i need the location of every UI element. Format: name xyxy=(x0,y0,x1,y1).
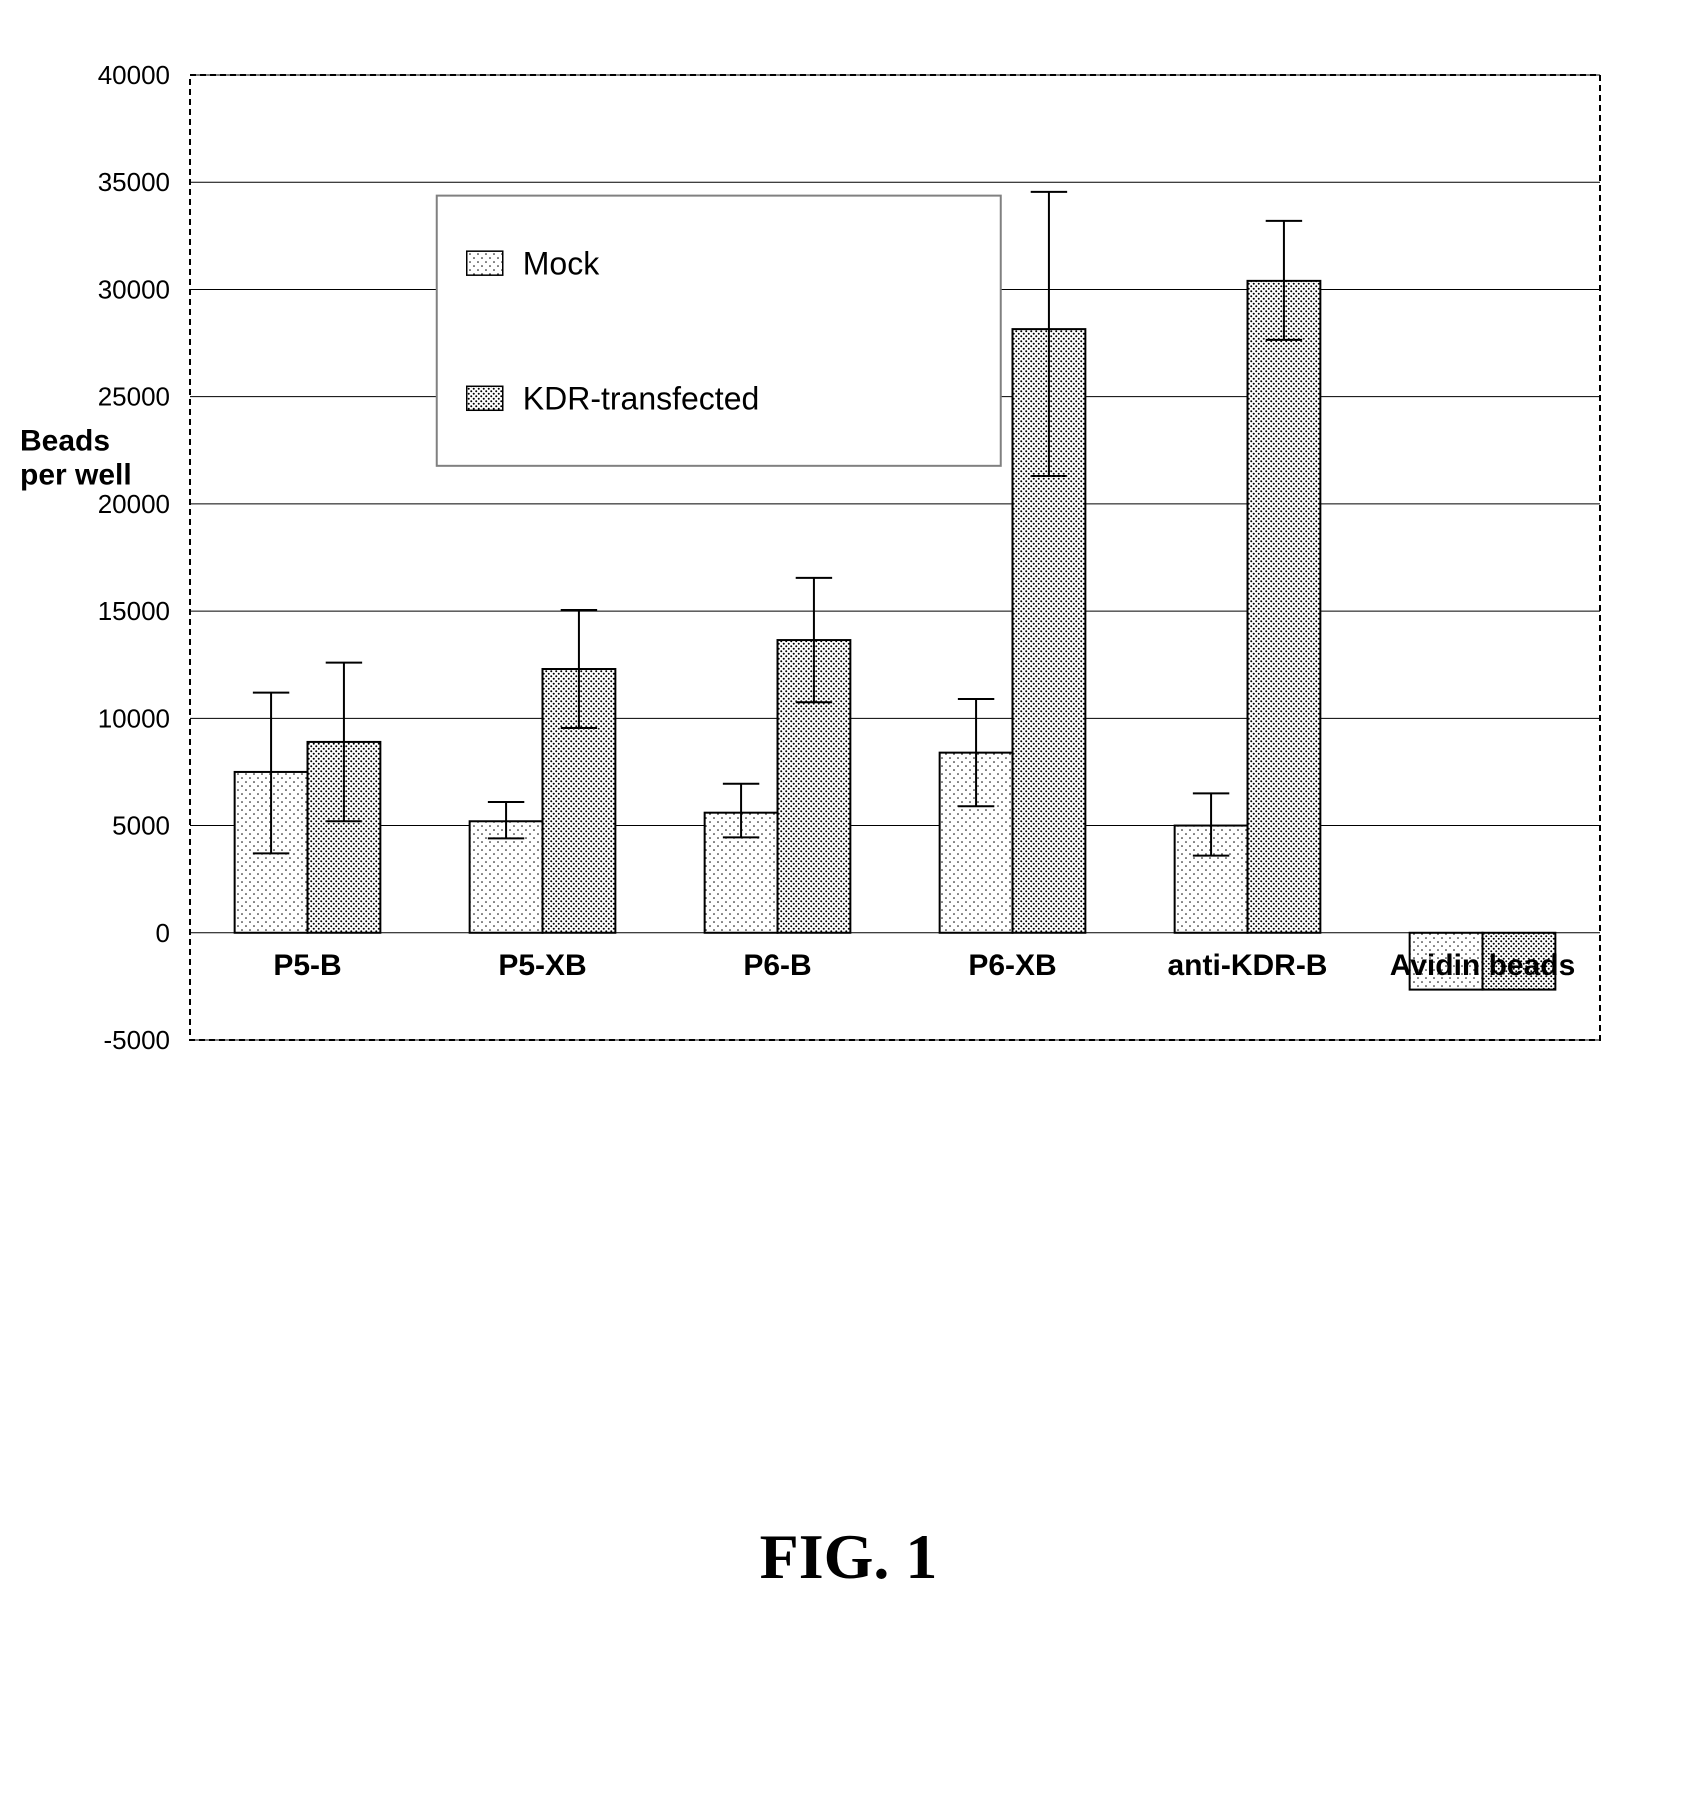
category-label: P6-B xyxy=(743,949,811,982)
legend-label: Mock xyxy=(523,245,600,281)
y-tick-label: 25000 xyxy=(98,382,170,412)
y-tick-label: 20000 xyxy=(98,489,170,519)
y-tick-label: 30000 xyxy=(98,274,170,304)
page: -5000 0 5000 10000 15000 20000 25000 30000 35000… xyxy=(0,0,1697,1799)
y-tick-label: 10000 xyxy=(98,703,170,733)
category-label: P6-XB xyxy=(968,949,1056,982)
y-tick-label: 40000 xyxy=(98,60,170,90)
beads-per-well-chart: -5000 0 5000 10000 15000 20000 25000 30000 35000… xyxy=(0,0,1697,1170)
y-tick-label: -5000 xyxy=(104,1025,171,1055)
y-axis-label: Beads xyxy=(20,424,110,457)
y-tick-label: 15000 xyxy=(98,596,170,626)
legend-label: KDR-transfected xyxy=(523,380,760,416)
figure-caption: FIG. 1 xyxy=(0,1520,1697,1594)
category-label: P5-XB xyxy=(498,949,586,982)
category-label: Avidin beads xyxy=(1390,949,1576,982)
figure-caption-text: FIG. 1 xyxy=(760,1521,938,1592)
y-tick-label: 5000 xyxy=(112,811,170,841)
category-label: anti-KDR-B xyxy=(1168,949,1328,982)
legend-swatch xyxy=(467,386,503,410)
legend-swatch xyxy=(467,251,503,275)
y-tick-label: 0 xyxy=(156,918,170,948)
y-axis-label: per well xyxy=(20,458,132,491)
legend: Mock KDR-transfected xyxy=(437,196,1001,466)
category-label: P5-B xyxy=(273,949,341,982)
y-tick-label: 35000 xyxy=(98,167,170,197)
bar xyxy=(1248,281,1321,933)
